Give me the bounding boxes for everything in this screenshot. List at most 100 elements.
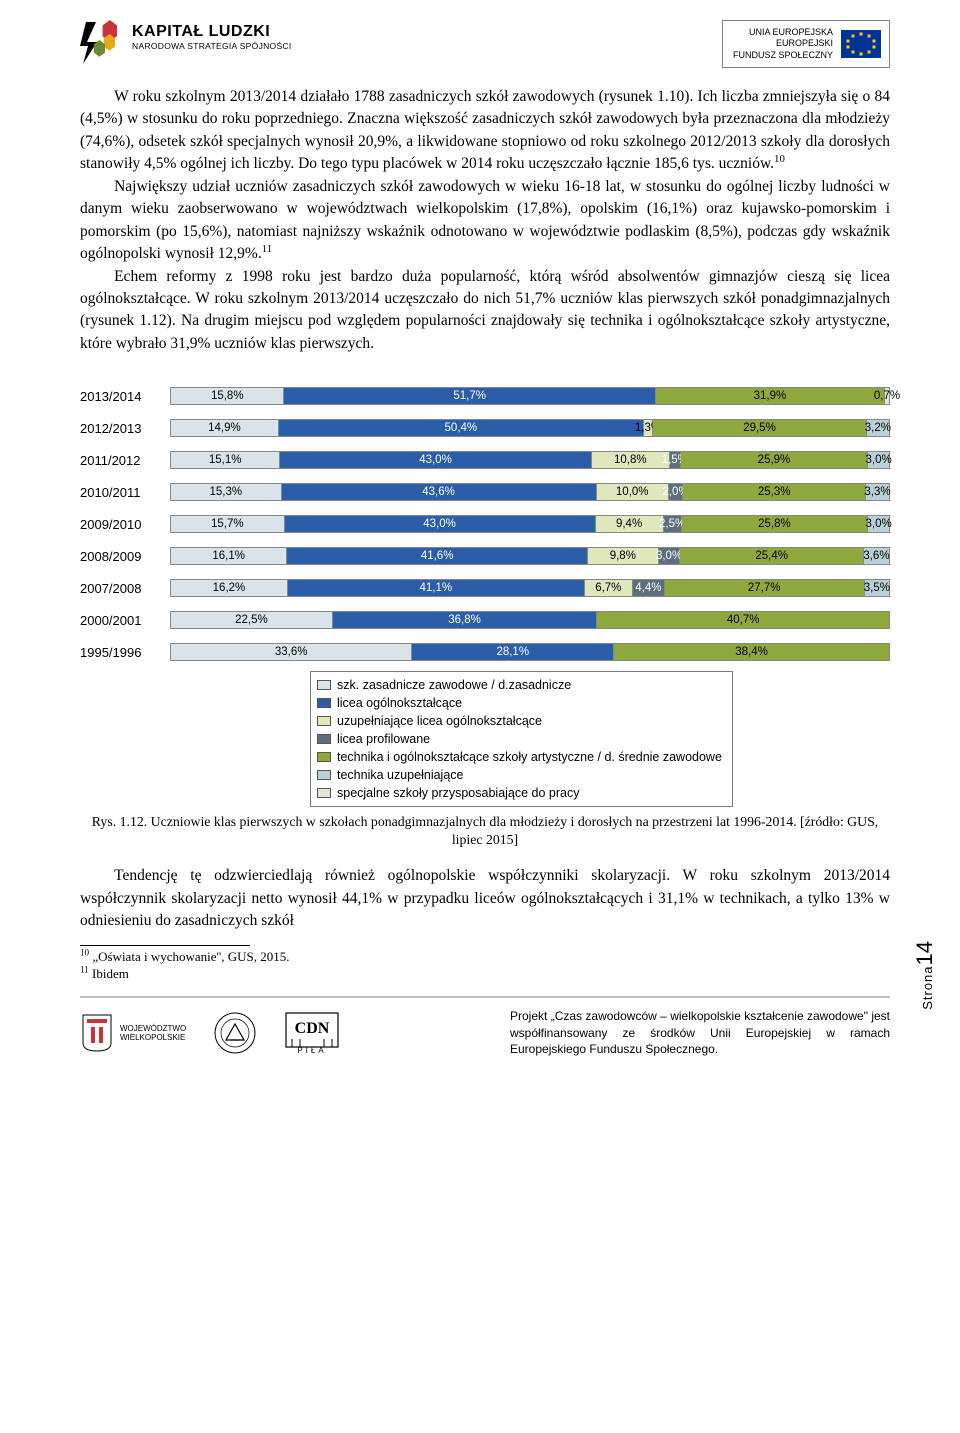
fn10-text: „Oświata i wychowanie'', GUS, 2015. — [89, 949, 289, 964]
chart-segment-technika: 25,4% — [680, 548, 864, 564]
page-number: 14 — [912, 941, 937, 965]
legend-label: technika uzupełniające — [337, 768, 463, 782]
chart-segment-licea_uzup: 9,4% — [596, 516, 664, 532]
chart-year-label: 2013/2014 — [80, 389, 170, 404]
legend-swatch — [317, 770, 331, 780]
chart-row: 2012/201314,9%50,4%1,3%29,5%3,2% — [80, 415, 890, 441]
chart-segment-technika: 27,7% — [665, 580, 865, 596]
legend-item: uzupełniające licea ogólnokształcące — [317, 712, 722, 730]
chart-segment-technika: 25,3% — [683, 484, 866, 500]
chart-segment-zasadnicze: 22,5% — [171, 612, 333, 628]
eu-logo-box: UNIA EUROPEJSKA EUROPEJSKI FUNDUSZ SPOŁE… — [722, 20, 890, 68]
legend-item: technika i ogólnokształcące szkoły artys… — [317, 748, 722, 766]
chart-segment-tech_uzup: 3,3% — [866, 484, 890, 500]
chart-segment-zasadnicze: 33,6% — [171, 644, 412, 660]
legend-item: licea profilowane — [317, 730, 722, 748]
figure-caption: Rys. 1.12. Uczniowie klas pierwszych w s… — [80, 813, 890, 849]
chart-row: 2000/200122,5%36,8%40,7% — [80, 607, 890, 633]
chart-segment-licea_profil: 2,5% — [664, 516, 682, 532]
page-footer: WOJEWÓDZTWO WIELKOPOLSKIE CDN — [80, 1008, 890, 1081]
chart-row: 2009/201015,7%43,0%9,4%2,5%25,8%3,0% — [80, 511, 890, 537]
chart-year-label: 2012/2013 — [80, 421, 170, 436]
page-number-side: Strona14 — [912, 941, 938, 1010]
project-cofinancing-text: Projekt „Czas zawodowców – wielkopolskie… — [510, 1008, 890, 1057]
chart-legend: szk. zasadnicze zawodowe / d.zasadniczel… — [310, 671, 890, 807]
legend-label: specjalne szkoły przysposabiające do pra… — [337, 786, 580, 800]
chart-segment-zasadnicze: 16,1% — [171, 548, 287, 564]
chart-year-label: 2009/2010 — [80, 517, 170, 532]
chart-segment-technika: 29,5% — [653, 420, 867, 436]
chart-bar: 15,1%43,0%10,8%1,5%25,9%3,0% — [170, 451, 890, 469]
chart-bar: 33,6%28,1%38,4% — [170, 643, 890, 661]
chart-year-label: 2008/2009 — [80, 549, 170, 564]
chart-segment-tech_uzup: 3,0% — [868, 452, 890, 468]
chart-segment-zasadnicze: 15,7% — [171, 516, 285, 532]
page-header: KAPITAŁ LUDZKI NARODOWA STRATEGIA SPÓJNO… — [80, 0, 890, 86]
chart-segment-zasadnicze: 14,9% — [171, 420, 279, 436]
chart-segment-licea_profil: 4,4% — [633, 580, 665, 596]
chart-segment-licea_uzup: 1,3% — [644, 420, 653, 436]
chart-segment-specjalne: 0,7% — [885, 388, 890, 404]
kl-title: KAPITAŁ LUDZKI — [132, 24, 292, 40]
footer-divider — [80, 996, 890, 998]
chart-segment-tech_uzup: 3,0% — [868, 516, 890, 532]
eu-line1: UNIA EUROPEJSKA — [733, 27, 833, 38]
chart-segment-licea_uzup: 6,7% — [585, 580, 633, 596]
legend-swatch — [317, 680, 331, 690]
chart-segment-technika: 31,9% — [656, 388, 885, 404]
kl-subtitle: NARODOWA STRATEGIA SPÓJNOŚCI — [132, 42, 292, 51]
chart-segment-licea_uzup: 10,0% — [597, 484, 669, 500]
eu-line2: EUROPEJSKI — [733, 38, 833, 49]
chart-segment-zasadnicze: 15,1% — [171, 452, 280, 468]
stacked-bar-chart: 2013/201415,8%51,7%31,9%0,7% 2012/201314,… — [80, 383, 890, 665]
chart-row: 2013/201415,8%51,7%31,9%0,7% — [80, 383, 890, 409]
wojewodztwo-logo: WOJEWÓDZTWO WIELKOPOLSKIE — [80, 1013, 186, 1053]
cdn-pila-icon: CDN PIŁA — [284, 1011, 340, 1055]
chart-segment-licea_profil: 2,0% — [669, 484, 683, 500]
footnotes: 10 „Oświata i wychowanie'', GUS, 2015. 1… — [80, 945, 890, 983]
chart-segment-licea_ogolne: 50,4% — [279, 420, 644, 436]
para-3: Echem reformy z 1998 roku jest bardzo du… — [80, 266, 890, 356]
chart-row: 2010/201115,3%43,6%10,0%2,0%25,3%3,3% — [80, 479, 890, 505]
chart-segment-licea_ogolne: 36,8% — [333, 612, 598, 628]
chart-bar: 14,9%50,4%1,3%29,5%3,2% — [170, 419, 890, 437]
svg-text:CDN: CDN — [295, 1020, 330, 1037]
fn11-text: Ibidem — [89, 966, 129, 981]
legend-item: licea ogólnokształcące — [317, 694, 722, 712]
chart-bar: 16,1%41,6%9,8%3,0%25,4%3,6% — [170, 547, 890, 565]
chart-bar: 16,2%41,1%6,7%4,4%27,7%3,5% — [170, 579, 890, 597]
chart-segment-tech_uzup: 3,6% — [864, 548, 890, 564]
chart-segment-tech_uzup: 3,5% — [865, 580, 890, 596]
chart-year-label: 2007/2008 — [80, 581, 170, 596]
chart-segment-licea_ogolne: 43,6% — [282, 484, 597, 500]
legend-item: szk. zasadnicze zawodowe / d.zasadnicze — [317, 676, 722, 694]
eu-line3: FUNDUSZ SPOŁECZNY — [733, 50, 833, 61]
chart-segment-technika: 40,7% — [597, 612, 890, 628]
para-2: Największy udział uczniów zasadniczych s… — [80, 178, 890, 262]
chart-segment-licea_profil: 1,5% — [670, 452, 681, 468]
chart-segment-zasadnicze: 15,3% — [171, 484, 282, 500]
kapital-ludzki-icon — [80, 20, 124, 66]
fn11-num: 11 — [80, 964, 89, 974]
page-label: Strona — [920, 965, 935, 1009]
chart-segment-zasadnicze: 16,2% — [171, 580, 288, 596]
chart-year-label: 2010/2011 — [80, 485, 170, 500]
legend-label: uzupełniające licea ogólnokształcące — [337, 714, 542, 728]
chart-row: 2011/201215,1%43,0%10,8%1,5%25,9%3,0% — [80, 447, 890, 473]
para-1: W roku szkolnym 2013/2014 działało 1788 … — [80, 88, 890, 172]
chart-segment-licea_ogolne: 41,6% — [287, 548, 588, 564]
svg-text:PIŁA: PIŁA — [298, 1046, 327, 1055]
chart-segment-tech_uzup: 3,2% — [867, 420, 890, 436]
para-after-chart: Tendencję tę odzwierciedlają również ogó… — [80, 865, 890, 932]
chart-segment-technika: 25,9% — [681, 452, 869, 468]
chart-segment-licea_ogolne: 43,0% — [280, 452, 591, 468]
chart-segment-licea_uzup: 9,8% — [588, 548, 659, 564]
uam-icon — [214, 1012, 256, 1054]
chart-bar: 15,8%51,7%31,9%0,7% — [170, 387, 890, 405]
chart-row: 2008/200916,1%41,6%9,8%3,0%25,4%3,6% — [80, 543, 890, 569]
legend-item: technika uzupełniające — [317, 766, 722, 784]
wojewodztwo-icon — [80, 1013, 114, 1053]
chart-year-label: 2011/2012 — [80, 453, 170, 468]
legend-item: specjalne szkoły przysposabiające do pra… — [317, 784, 722, 802]
chart-segment-licea_ogolne: 43,0% — [285, 516, 596, 532]
